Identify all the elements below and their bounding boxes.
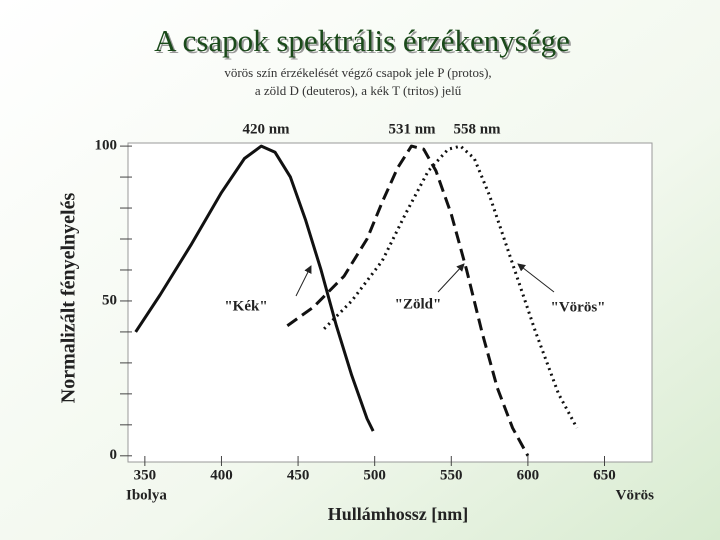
subtitle: vörös szín érzékelését végző csapok jele… bbox=[224, 65, 491, 80]
plot-area bbox=[127, 142, 653, 463]
x-tick-label: 550 bbox=[440, 467, 463, 483]
x-tick-label: 500 bbox=[363, 467, 386, 483]
annotation: 420 nm bbox=[242, 121, 290, 137]
x-tick-label: 600 bbox=[517, 467, 540, 483]
annotation: "Zöld" bbox=[395, 296, 442, 312]
x-end-label: Ibolya bbox=[126, 487, 167, 503]
subtitle: a zöld D (deuteros), a kék T (tritos) je… bbox=[255, 83, 462, 98]
x-axis-title: Hullámhossz [nm] bbox=[328, 504, 469, 524]
x-tick-label: 400 bbox=[210, 467, 233, 483]
y-tick-label: 100 bbox=[95, 138, 118, 154]
line-series bbox=[286, 144, 530, 457]
chart-title: A csapok spektrális érzékenysége bbox=[154, 23, 570, 58]
title-shadow: A csapok spektrális érzékenysége bbox=[156, 25, 572, 60]
x-end-label: Vörös bbox=[616, 487, 654, 503]
annotation: "Vörös" bbox=[551, 299, 606, 315]
x-tick-label: 650 bbox=[593, 467, 616, 483]
annotation: 558 nm bbox=[453, 121, 501, 137]
annotation: 531 nm bbox=[388, 121, 436, 137]
annotation: "Kék" bbox=[224, 298, 267, 314]
x-tick-label: 450 bbox=[287, 467, 310, 483]
y-tick-label: 50 bbox=[102, 292, 117, 308]
y-axis-title: Normalizált fényelnyelés bbox=[58, 193, 80, 404]
annotation-arrow bbox=[517, 263, 555, 293]
y-tick-label: 0 bbox=[110, 447, 118, 463]
x-tick-label: 350 bbox=[134, 467, 157, 483]
annotation-arrow bbox=[295, 265, 312, 297]
annotation-arrow bbox=[437, 263, 465, 293]
line-series bbox=[134, 144, 375, 432]
